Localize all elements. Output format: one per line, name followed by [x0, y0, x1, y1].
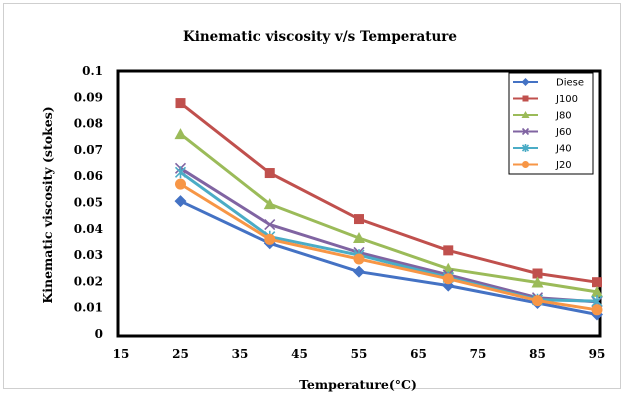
x-tick-label: 75 [470, 347, 487, 361]
x-tick-label: 85 [529, 347, 546, 361]
data-point [175, 98, 186, 109]
y-tick-label: 0.08 [74, 117, 103, 131]
legend-item-j60: J60 [513, 127, 572, 138]
x-tick-labels: 15 25 35 45 55 65 75 85 95 [113, 347, 606, 361]
data-point [263, 198, 276, 210]
data-point [174, 166, 187, 179]
data-point [264, 168, 275, 179]
legend-label: J80 [555, 111, 572, 122]
legend-marker [522, 161, 529, 168]
data-point [442, 273, 454, 285]
legend-label: J60 [555, 127, 572, 138]
y-tick-labels: 0 0.01 0.02 0.03 0.04 0.05 0.06 0.07 0.08 0.09 0.1 [74, 64, 103, 341]
y-tick-label: 0.04 [74, 222, 103, 236]
chart-title: Kinematic viscosity v/s Temperature [183, 29, 457, 45]
x-tick-label: 35 [232, 347, 249, 361]
data-point [174, 195, 187, 208]
series-line [179, 182, 598, 312]
legend-item-diese: Diese [513, 78, 584, 89]
x-tick-label: 25 [172, 347, 189, 361]
data-point [443, 245, 454, 256]
legend-item-j40: J40 [513, 144, 572, 155]
legend: Diese J100 J80 J60 J40 J20 [508, 72, 594, 175]
data-point [532, 295, 543, 307]
y-tick-label: 0.05 [74, 196, 103, 210]
x-tick-label: 55 [351, 347, 368, 361]
legend-marker [521, 78, 530, 86]
legend-box [508, 72, 594, 175]
series-layer [174, 98, 603, 321]
series-j20 [175, 178, 603, 316]
y-tick-label: 0.09 [74, 90, 103, 104]
data-point [175, 178, 186, 190]
data-point [353, 232, 365, 244]
legend-label: Diese [556, 78, 584, 89]
series-line [179, 132, 598, 294]
data-point [353, 265, 365, 278]
data-point [592, 277, 602, 288]
y-tick-label: 0.03 [74, 248, 103, 262]
y-tick-label: 0 [95, 327, 103, 341]
y-tick-label: 0.06 [74, 169, 103, 183]
series-line [179, 199, 598, 316]
data-point [353, 253, 365, 265]
data-point [354, 214, 364, 225]
y-tick-label: 0.07 [74, 143, 103, 157]
legend-marker [521, 111, 530, 118]
x-axis-label: Temperature(°C) [299, 377, 417, 392]
series-line [179, 167, 598, 304]
data-point [174, 128, 187, 140]
data-point [532, 268, 543, 279]
legend-marker [521, 144, 530, 152]
data-point [264, 219, 276, 231]
series-j100 [175, 98, 602, 288]
data-point [591, 304, 603, 316]
series-line [179, 171, 598, 303]
legend-label: J100 [555, 94, 578, 105]
data-point [591, 285, 603, 297]
data-point [531, 276, 544, 288]
y-tick-label: 0.1 [82, 64, 103, 78]
x-tick-label: 45 [291, 347, 308, 361]
legend-label: J20 [555, 160, 572, 171]
x-tick-label: 15 [113, 347, 130, 361]
y-tick-label: 0.01 [74, 301, 103, 315]
data-point [264, 233, 276, 245]
legend-marker [522, 95, 529, 102]
legend-marker [521, 127, 530, 136]
y-axis-label: Kinematic viscosity (stokes) [40, 106, 55, 303]
x-tick-label: 95 [589, 347, 606, 361]
legend-item-j100: J100 [513, 94, 578, 105]
legend-item-j20: J20 [513, 160, 572, 171]
legend-item-j80: J80 [513, 111, 572, 122]
y-tick-label: 0.02 [74, 274, 103, 288]
series-line [179, 101, 598, 284]
legend-label: J40 [555, 144, 572, 155]
x-tick-label: 65 [410, 347, 427, 361]
